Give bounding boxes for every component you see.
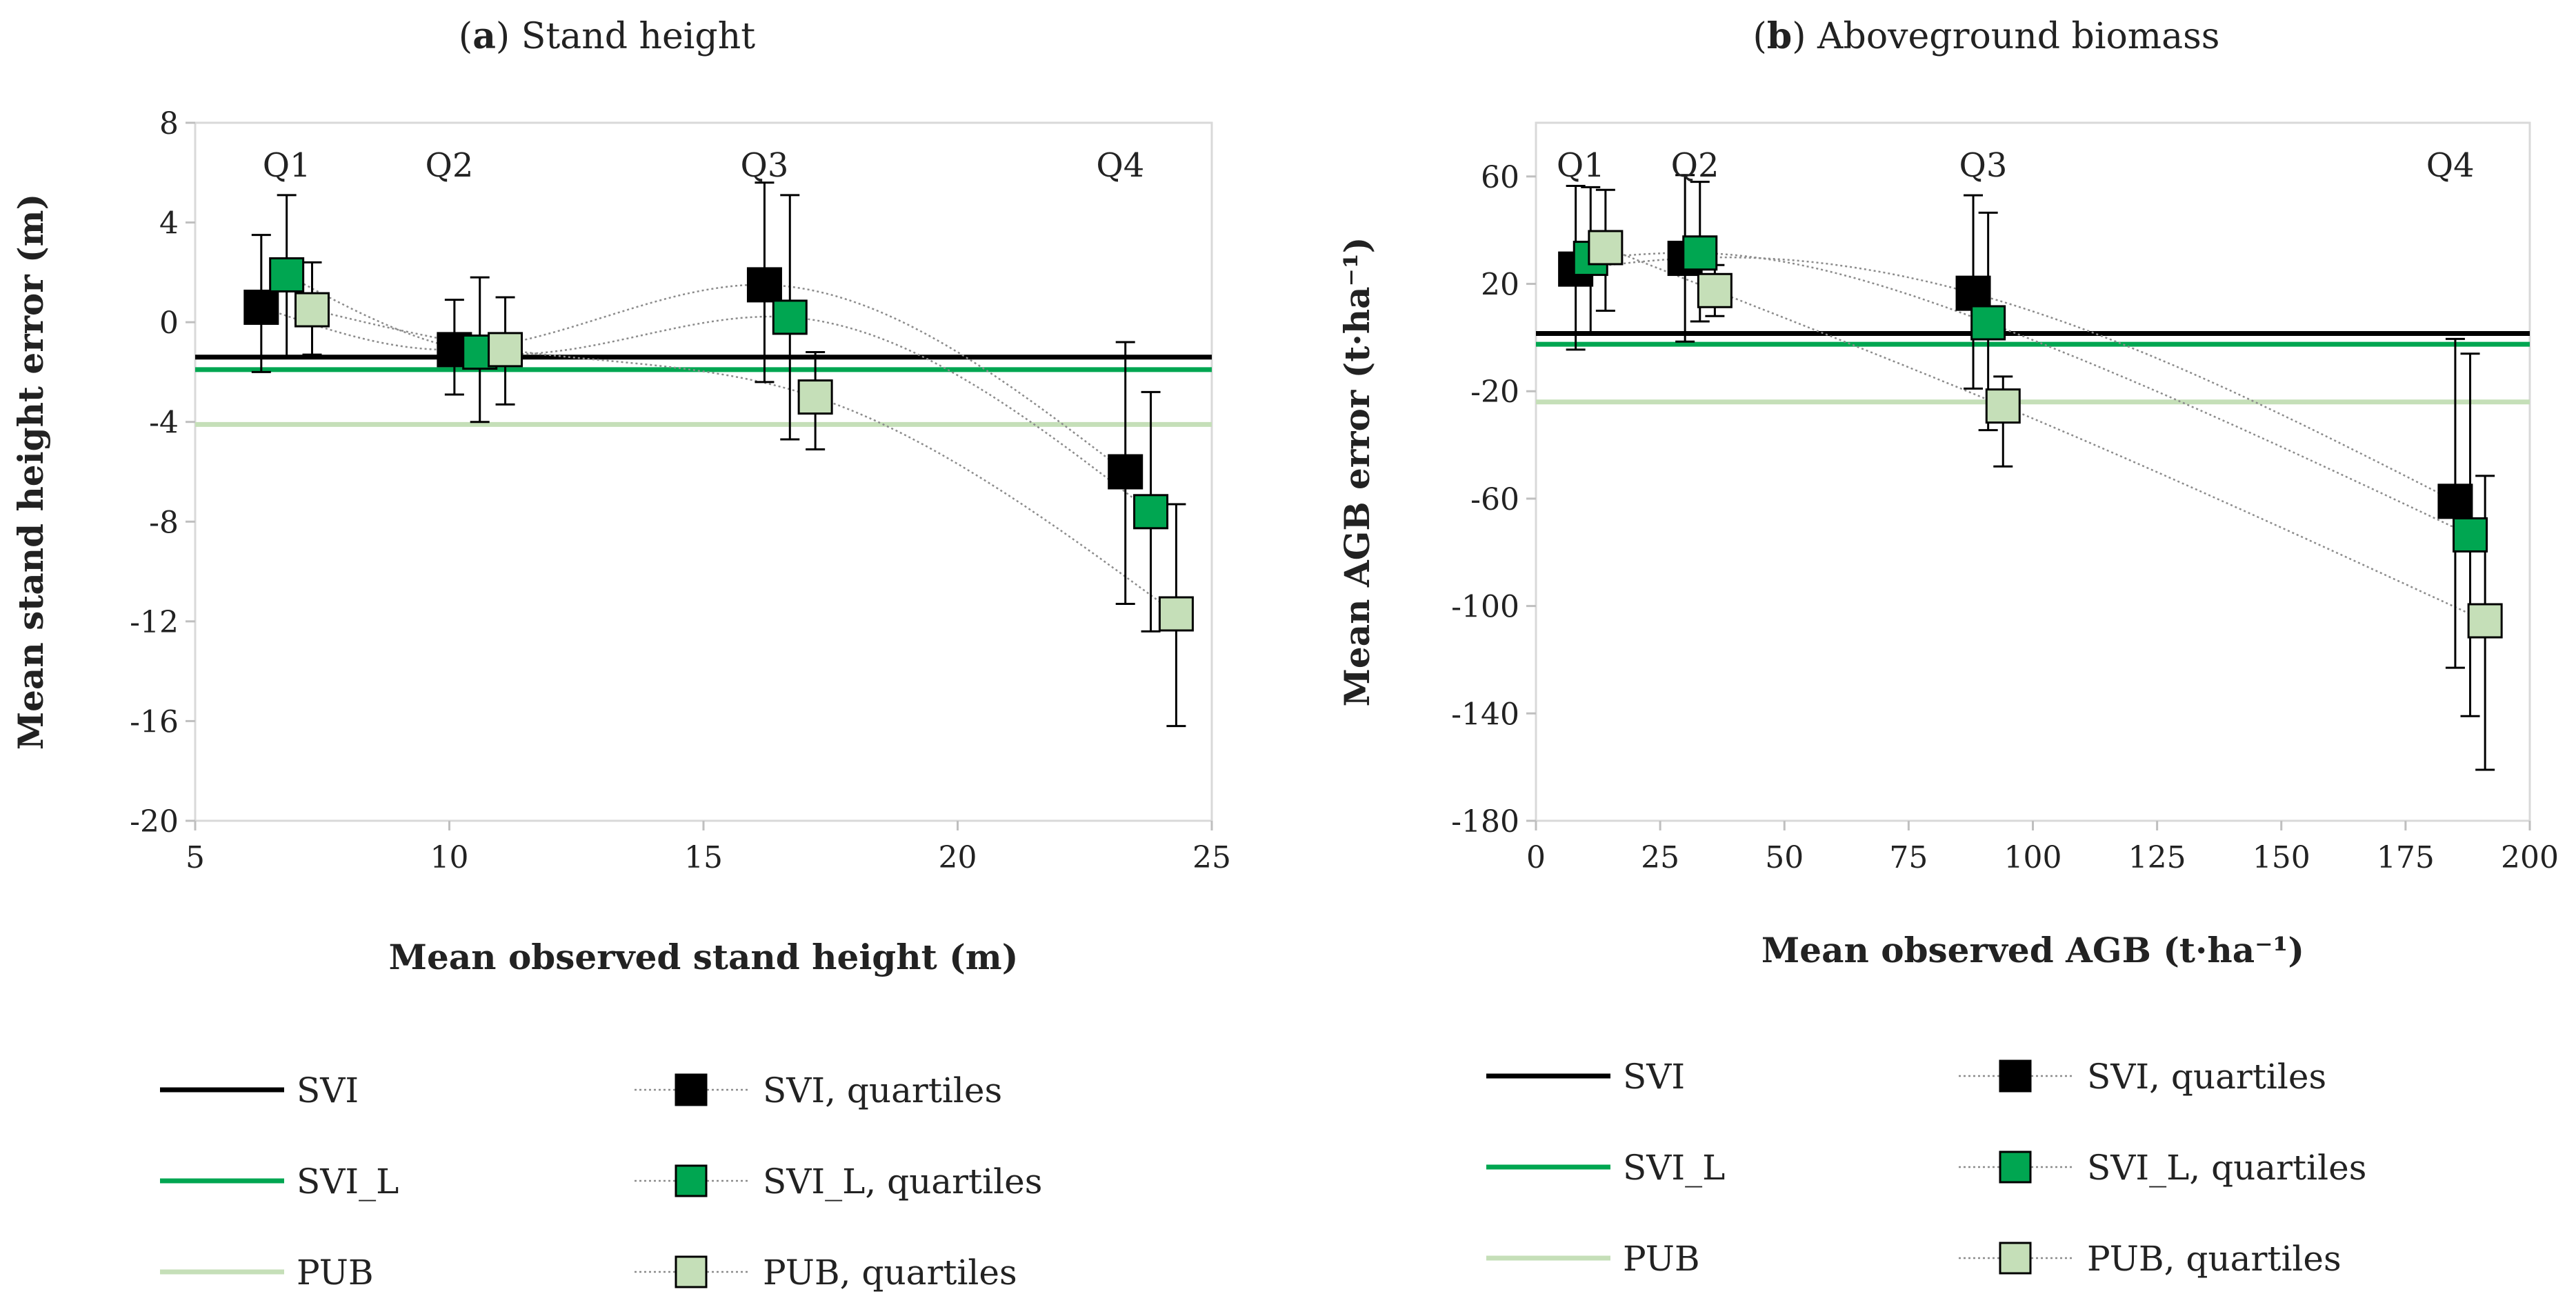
data-point-square [1697,272,1733,308]
legend-square-swatch [1999,1242,2032,1275]
data-point-square [1108,454,1144,490]
data-point-square [269,257,305,292]
y-tick-label: 8 [159,106,179,141]
y-tick-label: -4 [149,406,179,441]
trend-curve [261,283,1126,472]
data-point-square [1985,388,2021,424]
x-tick-label: 25 [1192,840,1231,875]
legend-label: SVI_L [297,1162,399,1202]
x-tick-label: 25 [1641,840,1679,875]
panel-a: (a) Stand height -20 -16 -12 -8 -4 0 4 8 5 10 15 20 2… [10,15,1231,977]
y-tick-label: -16 [130,704,179,739]
y-tick-label: -20 [130,804,179,839]
legend-label: SVI_L, quartiles [763,1162,1042,1202]
y-tick-label: 60 [1481,160,1519,195]
x-axis-label: Mean observed stand height (m) [389,937,1019,977]
x-tick-label: 75 [1889,840,1928,875]
x-tick-label: 200 [2501,840,2559,875]
x-tick-label: 150 [2253,840,2310,875]
chart-title-prefix: ( [459,16,472,57]
legend-label: SVI, quartiles [763,1070,1002,1110]
chart-title: (a) Stand height [459,15,755,57]
y-tick-label: -100 [1451,590,1519,625]
legend-square-swatch [1999,1059,2032,1093]
x-tick-label: 175 [2377,840,2435,875]
x-tick-label: 10 [430,840,469,875]
legend-square-swatch [1999,1150,2032,1184]
data-point-square [772,299,808,335]
chart-title-letter: b [1767,15,1792,57]
x-tick-label: 50 [1765,840,1804,875]
trend-curve [286,274,1152,512]
quartile-label: Q1 [263,146,311,185]
legend-label: PUB, quartiles [763,1253,1017,1293]
chart-title-text: ) Aboveground biomass [1792,16,2219,57]
data-point-square [1133,494,1169,530]
chart-title-text: ) Stand height [496,16,755,57]
x-tick-label: 125 [2128,840,2186,875]
y-tick-label: -60 [1470,482,1519,517]
legend-square-swatch [675,1164,708,1197]
legend-label: SVI [297,1070,359,1110]
legend-a: SVI SVI_L PUB SVI, quartiles SVI_L, quartile… [160,1070,1042,1293]
trend-curve [1605,246,2486,622]
data-point-square [243,289,279,325]
y-tick-label: -12 [130,605,179,640]
quartile-label: Q3 [1959,146,2008,185]
chart-title-letter: a [472,15,496,57]
legend-label: SVI, quartiles [2087,1057,2326,1097]
chart-title: (b) Aboveground biomass [1753,15,2220,57]
y-axis-label: Mean stand height error (m) [10,194,51,750]
y-tick-label: 0 [159,306,179,341]
quartile-label: Q2 [426,146,474,185]
x-tick-label: 20 [939,840,977,875]
legend-label: PUB [297,1253,374,1293]
plot-area-border [194,121,1213,822]
y-tick-label: -8 [149,505,179,540]
data-point-square [2453,517,2488,552]
data-point-square [1955,275,1991,311]
data-point-square [294,292,330,328]
trend-curve [1590,252,2471,536]
legend-b: SVI SVI_L PUB SVI, quartiles SVI_L, quartile… [1486,1057,2366,1279]
quartile-label: Q4 [2426,146,2475,185]
data-point-square [1158,596,1194,632]
panel-b: (b) Aboveground biomass -180 -140 -100 -60 -2… [1337,15,2559,970]
x-tick-label: 5 [186,840,205,875]
legend-label: PUB, quartiles [2087,1239,2342,1279]
data-point-square [1970,305,2006,341]
x-tick-label: 0 [1526,840,1546,875]
chart-title-prefix: ( [1753,16,1767,57]
quartile-label: Q4 [1096,146,1144,185]
legend-label: SVI_L, quartiles [2087,1148,2366,1188]
legend-label: SVI [1623,1057,1685,1097]
y-tick-label: -180 [1451,804,1519,839]
data-point-square [2467,603,2503,639]
data-point-square [1588,230,1624,266]
legend-square-swatch [675,1073,708,1106]
data-point-square [797,379,833,415]
data-point-square [2437,484,2473,519]
quartile-label: Q3 [740,146,788,185]
legend-square-swatch [675,1255,708,1288]
y-tick-label: 4 [159,206,179,241]
x-tick-label: 15 [684,840,723,875]
data-point-square [1682,235,1718,271]
y-tick-label: -20 [1470,375,1519,410]
y-tick-label: 20 [1481,268,1519,303]
y-tick-label: -140 [1451,697,1519,732]
legend-label: PUB [1623,1239,1700,1279]
data-point-square [488,332,523,368]
quartile-label: Q1 [1557,146,1605,185]
legend-label: SVI_L [1623,1148,1725,1188]
quartile-label: Q2 [1671,146,1719,185]
data-point-square [746,267,782,303]
x-tick-label: 100 [2004,840,2062,875]
trend-curve [1575,256,2456,502]
y-axis-label: Mean AGB error (t·ha⁻¹) [1337,237,1377,707]
x-axis-label: Mean observed AGB (t·ha⁻¹) [1761,930,2304,970]
